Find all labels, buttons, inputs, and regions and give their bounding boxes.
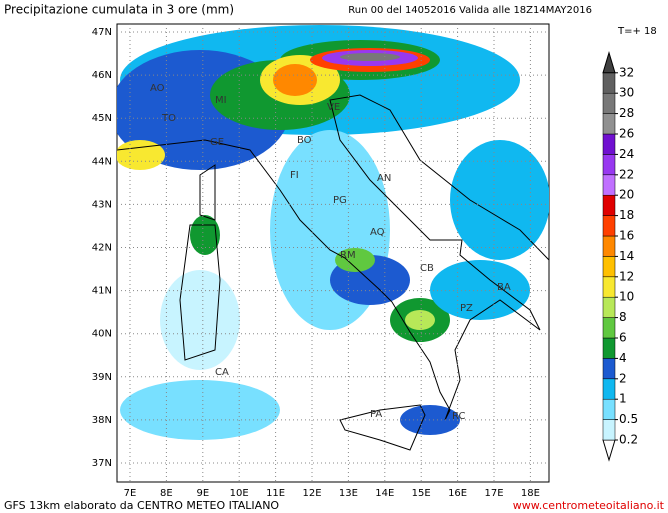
lat-label: 43N bbox=[92, 199, 112, 210]
city-label: PZ bbox=[460, 303, 473, 314]
city-label: AN bbox=[377, 173, 391, 184]
lat-label: 40N bbox=[92, 329, 112, 340]
lon-label: 17E bbox=[484, 488, 503, 499]
city-label: AO bbox=[150, 83, 165, 94]
lon-label: 7E bbox=[124, 488, 137, 499]
city-label: FI bbox=[290, 170, 299, 181]
footer-source: GFS 13km elaborato da CENTRO METEO ITALI… bbox=[4, 499, 279, 512]
city-label: AQ bbox=[370, 227, 385, 238]
forecast-step: T=+ 18 bbox=[617, 26, 657, 37]
lat-label: 45N bbox=[92, 113, 112, 124]
colorbar-label: 22 bbox=[619, 167, 634, 181]
colorbar-segment bbox=[602, 133, 616, 155]
colorbar-label: 6 bbox=[619, 331, 627, 345]
colorbar-end bbox=[602, 51, 616, 74]
city-label: BA bbox=[497, 282, 511, 293]
city-label: RM bbox=[340, 250, 356, 261]
lat-label: 47N bbox=[92, 27, 112, 38]
lon-label: 10E bbox=[230, 488, 249, 499]
lat-label: 38N bbox=[92, 415, 112, 426]
city-label: RC bbox=[452, 411, 465, 422]
city-label: BO bbox=[297, 135, 312, 146]
colorbar-label: 8 bbox=[619, 310, 627, 324]
colorbar-label: 10 bbox=[619, 290, 634, 304]
colorbar-label: 12 bbox=[619, 269, 634, 283]
city-label: PA bbox=[370, 409, 382, 420]
city-label: TO bbox=[161, 113, 176, 124]
lat-label: 46N bbox=[92, 70, 112, 81]
colorbar-label: 2 bbox=[619, 371, 627, 385]
colorbar-segment bbox=[602, 174, 616, 196]
colorbar-segment bbox=[602, 378, 616, 400]
colorbar-segment bbox=[602, 92, 616, 114]
colorbar-label: 30 bbox=[619, 86, 634, 100]
colorbar-label: 20 bbox=[619, 188, 634, 202]
colorbar-segment bbox=[602, 113, 616, 135]
colorbar-end bbox=[602, 439, 616, 462]
lat-label: 39N bbox=[92, 372, 112, 383]
colorbar-segment bbox=[602, 194, 616, 216]
colorbar-segment bbox=[602, 235, 616, 257]
lon-label: 13E bbox=[339, 488, 358, 499]
lon-label: 9E bbox=[196, 488, 209, 499]
colorbar-segment bbox=[602, 337, 616, 359]
precip-field bbox=[117, 25, 549, 440]
colorbar-segment bbox=[602, 154, 616, 176]
colorbar-label: 28 bbox=[619, 106, 634, 120]
colorbar-segment bbox=[602, 398, 616, 420]
lat-label: 44N bbox=[92, 156, 112, 167]
colorbar-label: 14 bbox=[619, 249, 634, 263]
colorbar-label: 1 bbox=[619, 392, 627, 406]
colorbar-label: 16 bbox=[619, 229, 634, 243]
lon-label: 12E bbox=[302, 488, 321, 499]
run-info: Run 00 del 14052016 Valida alle 18Z14MAY… bbox=[348, 5, 592, 16]
colorbar-segment bbox=[602, 296, 616, 318]
city-label: CA bbox=[215, 367, 229, 378]
lat-label: 37N bbox=[92, 458, 112, 469]
lat-label: 42N bbox=[92, 243, 112, 254]
colorbar-label: 32 bbox=[619, 65, 634, 79]
colorbar-label: 26 bbox=[619, 127, 634, 141]
colorbar-segment bbox=[602, 317, 616, 339]
city-label: VE bbox=[327, 102, 340, 113]
city-label: GE bbox=[210, 137, 224, 148]
colorbar-label: 18 bbox=[619, 208, 634, 222]
coastline bbox=[116, 94, 550, 451]
colorbar-label: 0.5 bbox=[619, 412, 638, 426]
map bbox=[116, 23, 550, 483]
colorbar-segment bbox=[602, 72, 616, 94]
lon-label: 14E bbox=[375, 488, 394, 499]
colorbar-segment bbox=[602, 419, 616, 441]
colorbar-label: 4 bbox=[619, 351, 627, 365]
lon-label: 8E bbox=[160, 488, 173, 499]
lat-label: 41N bbox=[92, 286, 112, 297]
colorbar-segment bbox=[602, 215, 616, 237]
lon-label: 16E bbox=[448, 488, 467, 499]
city-label: MI bbox=[215, 95, 227, 106]
city-label: CB bbox=[420, 263, 434, 274]
colorbar-label: 24 bbox=[619, 147, 634, 161]
colorbar-segment bbox=[602, 276, 616, 298]
city-label: PG bbox=[333, 195, 347, 206]
title: Precipitazione cumulata in 3 ore (mm) bbox=[4, 3, 234, 17]
lon-label: 15E bbox=[412, 488, 431, 499]
lon-label: 11E bbox=[266, 488, 285, 499]
colorbar-label: 0.2 bbox=[619, 433, 638, 447]
colorbar-segment bbox=[602, 358, 616, 380]
colorbar-segment bbox=[602, 256, 616, 278]
footer-url: www.centrometeoitaliano.it bbox=[513, 499, 665, 512]
graticule bbox=[117, 24, 549, 482]
lon-label: 18E bbox=[521, 488, 540, 499]
